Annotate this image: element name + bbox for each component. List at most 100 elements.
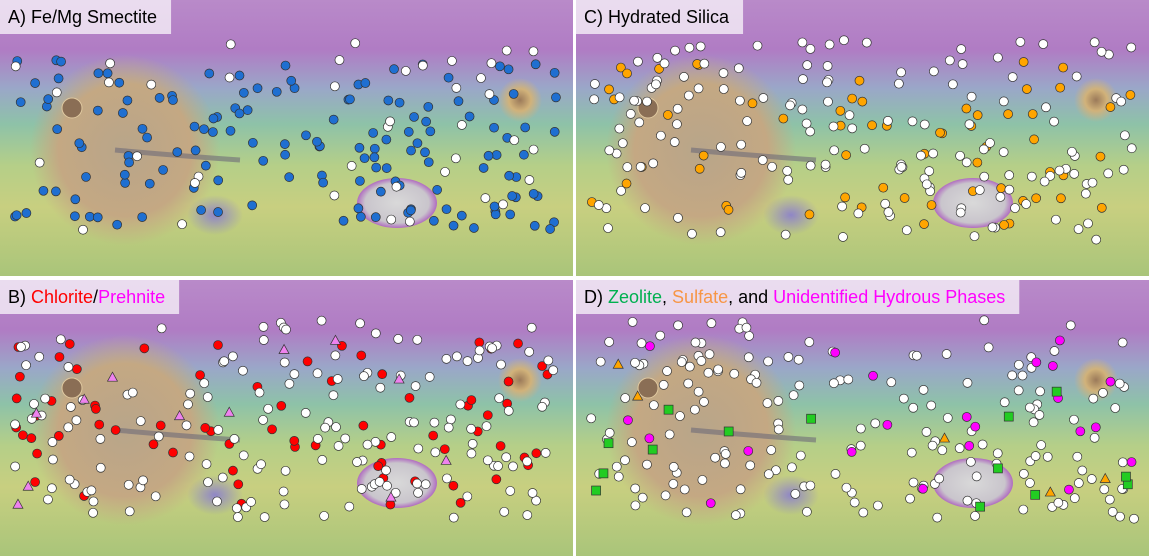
- marker: [941, 349, 952, 359]
- marker: [356, 350, 367, 361]
- marker: [841, 150, 851, 160]
- marker: [1041, 102, 1051, 113]
- panel-title: A) Fe/Mg Smectite: [8, 7, 157, 27]
- marker: [883, 207, 894, 217]
- marker: [248, 137, 258, 148]
- marker: [156, 323, 167, 334]
- marker: [929, 66, 939, 77]
- title-segment: B): [8, 287, 31, 307]
- marker: [223, 406, 235, 417]
- marker: [369, 152, 380, 163]
- marker: [328, 390, 339, 401]
- marker: [907, 116, 918, 127]
- marker: [736, 168, 747, 178]
- marker: [334, 55, 345, 65]
- marker: [451, 83, 462, 93]
- marker: [168, 447, 178, 458]
- marker: [196, 205, 206, 215]
- marker: [385, 116, 395, 127]
- marker: [966, 91, 977, 102]
- marker: [780, 229, 791, 240]
- marker: [442, 473, 452, 484]
- marker: [637, 492, 648, 503]
- marker: [88, 496, 99, 507]
- marker: [122, 95, 133, 106]
- marker: [123, 479, 134, 490]
- marker: [763, 469, 774, 480]
- marker: [783, 352, 794, 362]
- marker: [540, 448, 551, 458]
- marker: [424, 372, 435, 382]
- marker: [804, 209, 815, 220]
- marker: [1029, 134, 1039, 145]
- marker: [30, 407, 42, 418]
- marker: [412, 334, 423, 345]
- marker: [955, 150, 965, 161]
- marker: [664, 429, 675, 440]
- marker: [1053, 497, 1064, 508]
- marker: [144, 178, 155, 189]
- marker: [993, 52, 1003, 63]
- marker: [655, 330, 666, 341]
- marker: [513, 338, 523, 349]
- marker: [612, 358, 624, 369]
- marker: [1007, 370, 1018, 381]
- marker: [1003, 109, 1013, 119]
- marker: [529, 220, 540, 231]
- marker: [656, 130, 666, 141]
- marker: [279, 357, 290, 368]
- marker: [1126, 457, 1137, 467]
- marker: [1010, 203, 1020, 213]
- marker: [630, 500, 641, 511]
- marker: [355, 176, 365, 186]
- marker: [496, 359, 506, 370]
- panel-title: D) Zeolite, Sulfate, and Unidentified Hy…: [584, 287, 1005, 307]
- marker: [805, 126, 816, 137]
- argyre: [187, 475, 243, 515]
- marker: [795, 450, 806, 461]
- marker: [1018, 504, 1029, 515]
- marker: [370, 212, 381, 222]
- marker: [480, 193, 491, 203]
- marker: [977, 439, 988, 450]
- marker: [660, 490, 671, 501]
- marker: [1116, 96, 1127, 107]
- marker: [537, 361, 547, 371]
- marker: [404, 216, 415, 227]
- marker: [1042, 451, 1053, 462]
- marker: [604, 337, 615, 347]
- marker: [11, 210, 22, 221]
- marker: [964, 440, 975, 451]
- marker: [995, 192, 1006, 202]
- marker: [127, 387, 138, 398]
- marker: [883, 115, 893, 126]
- marker: [954, 443, 965, 453]
- marker: [676, 357, 687, 367]
- marker: [423, 101, 434, 112]
- title-segment: Zeolite: [608, 287, 662, 307]
- marker: [78, 224, 88, 235]
- marker: [484, 89, 495, 99]
- marker: [420, 147, 430, 158]
- marker: [627, 437, 637, 447]
- marker: [723, 426, 734, 437]
- marker: [937, 445, 948, 456]
- marker: [491, 150, 502, 160]
- marker: [246, 497, 256, 507]
- marker: [381, 134, 392, 145]
- panel-title: C) Hydrated Silica: [584, 7, 730, 27]
- marker: [630, 483, 641, 494]
- marker: [177, 219, 187, 230]
- marker: [778, 113, 789, 124]
- marker: [280, 149, 290, 160]
- marker: [985, 138, 995, 148]
- marker: [302, 356, 313, 367]
- marker: [462, 491, 473, 502]
- marker: [34, 157, 45, 168]
- marker: [63, 362, 74, 372]
- marker: [47, 437, 58, 447]
- marker: [604, 145, 615, 156]
- marker: [742, 116, 752, 126]
- marker: [494, 393, 505, 404]
- marker: [393, 373, 405, 384]
